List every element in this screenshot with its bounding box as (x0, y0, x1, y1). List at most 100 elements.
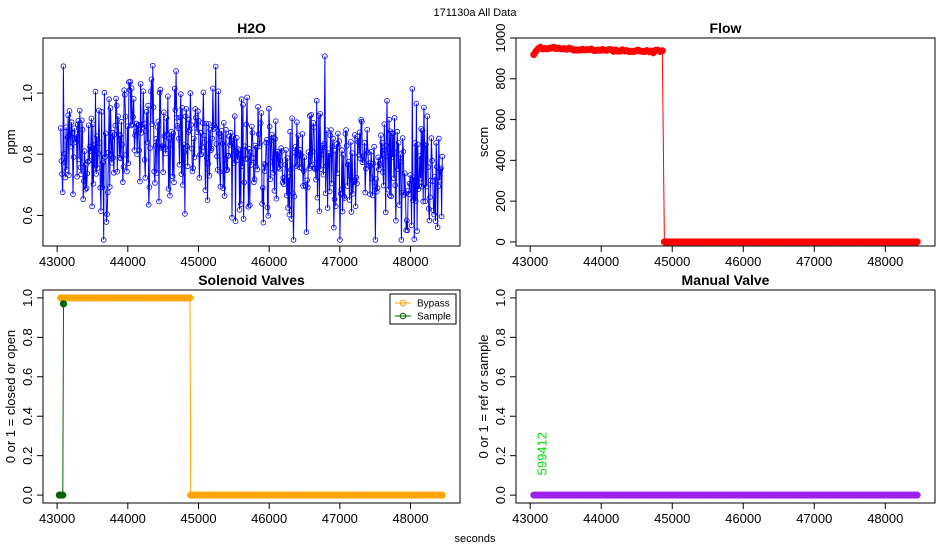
x-tick-label: 44000 (110, 511, 146, 526)
y-tick-label: 600 (493, 109, 508, 131)
data-point (148, 88, 154, 95)
data-point (353, 174, 360, 181)
data-point (141, 157, 148, 163)
data-point (405, 187, 412, 194)
data-point (251, 176, 258, 183)
data-point (206, 121, 212, 127)
data-point (59, 300, 68, 308)
data-point (388, 193, 394, 200)
data-point (416, 153, 423, 159)
data-point (400, 148, 407, 155)
y-axis: 0.0 0.2 0.4 0.6 0.8 1.0 (20, 289, 43, 504)
data-point (94, 165, 101, 171)
data-point (152, 180, 158, 186)
x-tick-label: 46000 (725, 511, 761, 526)
data-point (108, 135, 114, 141)
y-tick-label: 0 (493, 238, 508, 245)
data-point (136, 147, 143, 154)
data-point (294, 119, 300, 125)
data-point (337, 237, 343, 243)
data-point (430, 207, 437, 214)
data-point (379, 140, 386, 146)
data-point (148, 76, 155, 83)
y-tick-label: 0.6 (20, 368, 35, 386)
x-axis: 43000 44000 45000 46000 47000 48000 (512, 246, 903, 269)
data-point (360, 157, 366, 163)
data-point (264, 136, 270, 143)
data-point (278, 145, 285, 151)
data-point (328, 127, 334, 133)
data-point (283, 147, 289, 153)
data-point (419, 127, 426, 134)
data-point (106, 96, 112, 102)
data-point (262, 162, 269, 168)
data-point (99, 184, 106, 191)
data-point (279, 148, 285, 154)
data-point (142, 175, 149, 181)
data-point (309, 148, 316, 155)
data-point (436, 177, 443, 184)
x-tick-label: 45000 (654, 511, 690, 526)
plot-frame (515, 289, 936, 504)
data-point (269, 158, 276, 165)
data-point (135, 121, 142, 128)
data-point (264, 204, 271, 211)
data-point (63, 124, 69, 131)
data-point (321, 140, 328, 147)
data-point (414, 141, 421, 148)
data-point (215, 88, 222, 95)
data-point (324, 127, 330, 134)
data-point (162, 144, 168, 151)
series-sample (55, 300, 68, 499)
data-point (217, 168, 223, 175)
data-point (306, 165, 313, 172)
data-point (266, 105, 272, 112)
series-line (533, 46, 918, 243)
data-point (359, 159, 366, 166)
data-point (137, 178, 143, 185)
data-point (238, 96, 245, 102)
data-point (103, 219, 110, 225)
data-point (404, 227, 411, 234)
data-point (328, 180, 335, 187)
data-point (435, 183, 442, 190)
data-point (307, 113, 313, 119)
data-point (115, 113, 121, 120)
data-point (371, 183, 378, 190)
data-point (138, 130, 145, 136)
data-point (179, 105, 186, 111)
data-point (61, 151, 67, 157)
data-point (335, 130, 341, 137)
data-point (77, 107, 83, 114)
x-tick-label: 48000 (867, 254, 903, 269)
data-point (272, 118, 279, 124)
data-point (395, 140, 402, 146)
data-point (324, 205, 331, 211)
data-point (93, 171, 99, 177)
data-point (206, 172, 213, 179)
data-point (259, 185, 266, 191)
data-point (413, 100, 420, 107)
data-point (191, 135, 197, 142)
data-point (212, 124, 218, 131)
data-point (289, 115, 295, 122)
data-point (272, 136, 278, 142)
data-point (360, 154, 367, 160)
x-axis: 43000 44000 45000 46000 47000 48000 (512, 503, 903, 526)
data-point (245, 204, 252, 210)
data-point (380, 182, 387, 189)
data-point (227, 129, 234, 136)
data-point (123, 152, 129, 158)
data-point (406, 180, 413, 187)
data-point (186, 116, 192, 123)
data-point (141, 120, 147, 127)
series-line (59, 303, 64, 496)
data-point (343, 127, 349, 133)
data-point (149, 121, 156, 127)
data-point (391, 175, 397, 182)
data-point (111, 131, 118, 138)
data-point (418, 126, 425, 132)
data-point (365, 149, 371, 156)
data-point (70, 191, 76, 198)
data-point (76, 156, 82, 163)
